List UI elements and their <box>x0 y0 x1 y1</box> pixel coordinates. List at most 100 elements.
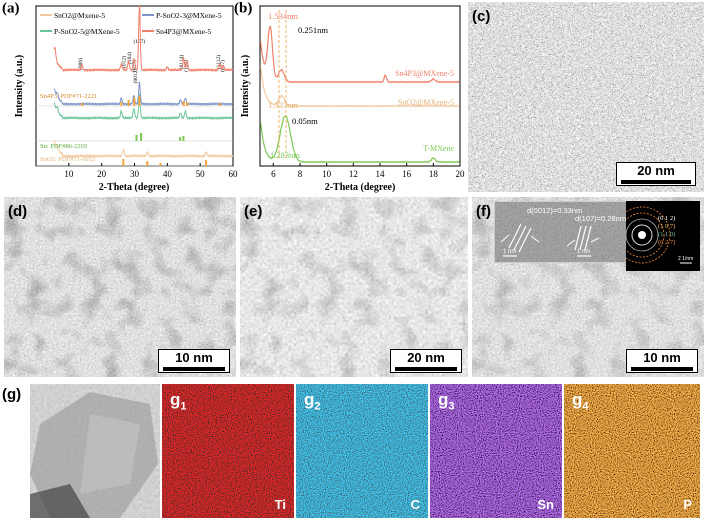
x-ticks-b: 6 8 10 12 14 16 18 20 <box>271 163 465 179</box>
annot-1333: 1.333nm <box>268 100 298 110</box>
peak-label: (006) <box>77 58 84 70</box>
scale-bar-c: 20 nm <box>616 162 696 186</box>
ref-bar-0 <box>218 103 221 106</box>
x-tick-label-b: 6 <box>271 169 276 179</box>
panel-d-tem: (d) 10 nm <box>4 197 236 377</box>
x-tick-label-b: 16 <box>402 169 412 179</box>
curve-label-mxene: T-MXene <box>423 144 454 153</box>
eds-map-c: g2 C <box>296 384 428 518</box>
ref-sn-label: Sn: PDF#86-2265 <box>40 143 87 150</box>
xrd-line-p5 <box>53 93 234 121</box>
panel-label-c: (c) <box>472 8 491 25</box>
ref-sno2-label: SnO2: PDF#71-0652 <box>40 156 95 163</box>
legend-p3: P-SnO2-3@MXene-5 <box>156 11 222 20</box>
inset-scale-1: 1 nm <box>503 249 517 255</box>
x-tick-label-b: 20 <box>456 169 466 179</box>
x-tick-label-b: 12 <box>349 169 358 179</box>
ref-bar-2 <box>205 160 208 166</box>
lowangle-chart: (b) 1.534nm 0.251nm 1.333nm 0.05nm 1.283… <box>234 1 465 193</box>
panel-label-d: (d) <box>8 203 28 220</box>
panel-c-tem: (c) 20 nm <box>468 2 704 192</box>
map-tag-g3: g3 <box>438 390 455 413</box>
peak-label: (107) <box>133 38 145 45</box>
map-element-c: C <box>410 497 420 512</box>
x-ticks-a: 10 20 30 40 50 60 <box>64 163 238 179</box>
ref-bar-0 <box>186 102 189 106</box>
x-tick-label-a: 30 <box>130 169 140 179</box>
panel-a-xrd: (a) SnO2@Mxene-5 P-SnO2-5@MXene-5 P-SnO2… <box>0 0 240 200</box>
panel-e-tem: (e) 20 nm <box>240 197 468 377</box>
saed-ring-012: (0 1 2) <box>658 215 676 222</box>
panel-label-f: (f) <box>476 203 491 220</box>
peak-label: (0012) <box>132 69 139 84</box>
map-tag-g4: g4 <box>572 390 589 413</box>
eds-map-ti: g1 Ti <box>162 384 294 518</box>
d-spacing-107: d(107)=0.28nm <box>575 214 627 223</box>
ref-bar-1 <box>140 133 143 141</box>
scale-bar-f: 10 nm <box>626 349 698 373</box>
saed-ring-110: (1 1 0) <box>658 231 676 238</box>
map-element-ti: Ti <box>274 497 286 512</box>
x-tick-label-a: 50 <box>196 169 206 179</box>
scale-bar-d: 10 nm <box>158 349 230 373</box>
legend-a: SnO2@Mxene-5 P-SnO2-5@MXene-5 P-SnO2-3@M… <box>40 11 222 36</box>
saed-scale: 2 1/nm <box>678 256 694 262</box>
xrd-line-p3 <box>53 81 234 107</box>
x-axis-title-b: 2-Theta (degree) <box>325 182 396 193</box>
x-tick-label-a: 20 <box>97 169 107 179</box>
ref-bar-2 <box>122 159 125 166</box>
lowangle-line-sno2 <box>260 66 461 108</box>
ref-snp-label: Sn4P3: PDF#71-2221 <box>40 93 97 100</box>
ref-bar-1 <box>135 135 138 141</box>
panel-label-e: (e) <box>244 203 263 220</box>
xrd-line-sno2 <box>53 139 234 159</box>
map-tag-g2: g2 <box>304 390 321 413</box>
ref-bar-0 <box>138 96 141 106</box>
x-tick-label-b: 8 <box>298 169 303 179</box>
panel-b-lowangle: (b) 1.534nm 0.251nm 1.333nm 0.05nm 1.283… <box>232 0 468 200</box>
plot-frame-b <box>259 5 461 167</box>
scale-text-c: 20 nm <box>637 163 675 178</box>
annot-1534: 1.534nm <box>268 11 298 21</box>
legend-sno2: SnO2@Mxene-5 <box>54 11 105 20</box>
saed-inset: (0 1 2) (1 0 7) (1 1 0) (0 2 7) 2 1/nm <box>626 201 700 271</box>
ref-bar-1 <box>179 137 182 141</box>
saed-ring-027: (0 2 7) <box>658 239 676 246</box>
eds-map-p: g4 P <box>564 384 700 518</box>
xrd-chart: (a) SnO2@Mxene-5 P-SnO2-5@MXene-5 P-SnO2… <box>2 1 238 193</box>
peak-label: (012) <box>121 56 128 68</box>
y-axis-title-a: Intensity (a.u.) <box>14 55 25 118</box>
x-tick-label-b: 18 <box>429 169 439 179</box>
panel-label-g: (g) <box>2 386 22 403</box>
scale-bar-e: 20 nm <box>390 349 462 373</box>
ref-bar-2 <box>159 163 162 166</box>
peak-label: (1112) <box>215 55 222 69</box>
ref-bar-0 <box>182 101 185 106</box>
panel-label-a: (a) <box>2 1 20 17</box>
annot-0251: 0.251nm <box>298 25 328 35</box>
ref-bar-1 <box>182 136 185 141</box>
saed-ring-107: (1 0 7) <box>658 223 676 230</box>
x-tick-label-b: 10 <box>322 169 332 179</box>
xrd-curves <box>53 4 234 159</box>
map-element-sn: Sn <box>537 497 554 512</box>
ref-bar-0 <box>120 102 123 106</box>
map-tag-g1: g1 <box>170 390 187 413</box>
annot-005: 0.05nm <box>292 116 318 126</box>
scale-text-d: 10 nm <box>175 350 213 365</box>
x-tick-label-a: 60 <box>229 169 239 179</box>
xrd-line-snp <box>53 4 234 73</box>
scale-text-e: 20 nm <box>407 350 445 365</box>
ref-labels-a: Sn4P3: PDF#71-2221 Sn: PDF#86-2265 SnO2:… <box>40 93 97 163</box>
scale-text-f: 10 nm <box>643 350 681 365</box>
panel-f-hrtem: (f) d(0012)=0.33nm d(107)=0.28nm 1 nm 1 … <box>472 197 704 377</box>
x-axis-title-a: 2-Theta (degree) <box>99 182 170 193</box>
panel-label-b: (b) <box>234 1 252 17</box>
map-element-p: P <box>683 497 692 512</box>
lowangle-line-snp <box>260 25 461 84</box>
d-spacing-0012: d(0012)=0.33nm <box>527 206 583 215</box>
ref-bar-0 <box>133 98 136 106</box>
x-tick-label-a: 10 <box>64 169 74 179</box>
y-axis-title-b: Intensity (a.u.) <box>240 55 251 118</box>
lowangle-line-mx <box>260 115 460 164</box>
